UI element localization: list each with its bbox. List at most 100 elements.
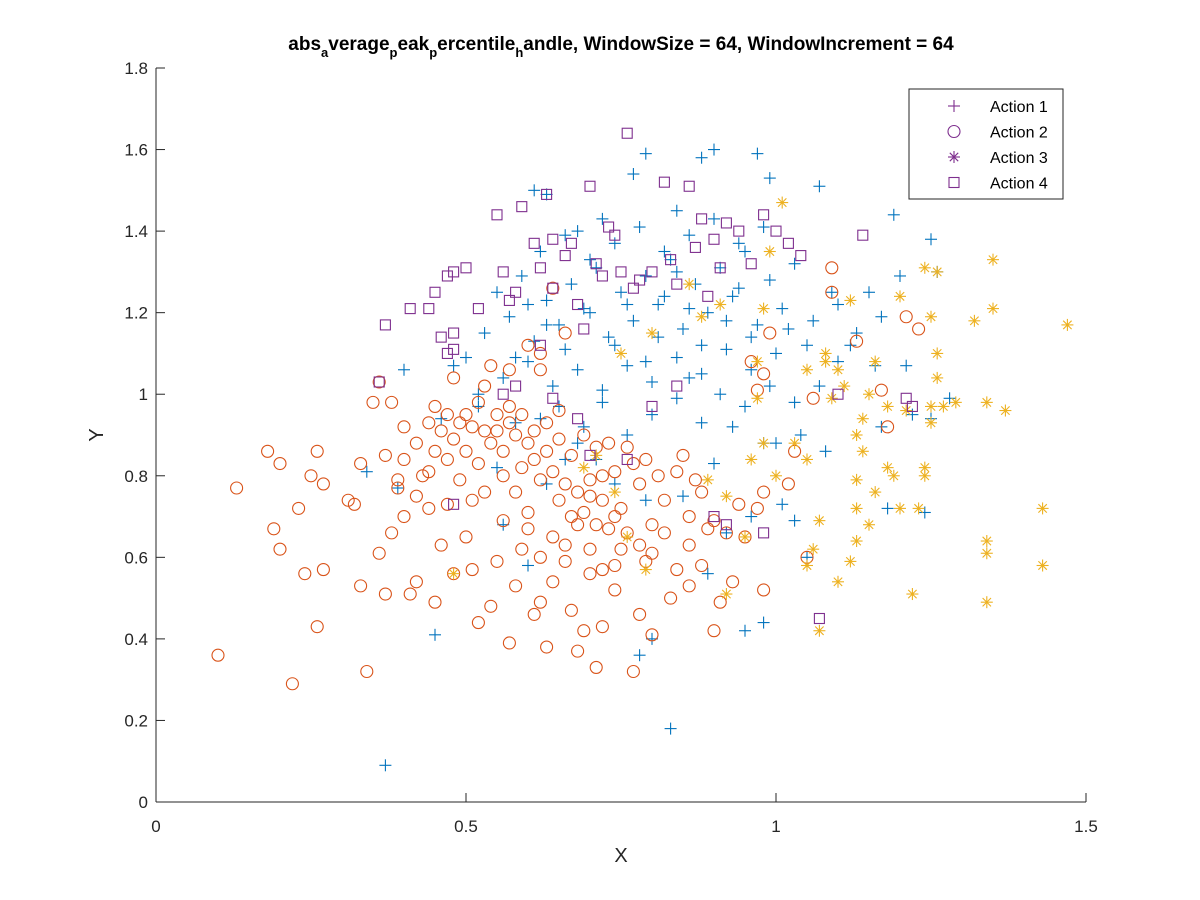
data-point-square: [745, 258, 757, 270]
data-point-circle: [416, 469, 430, 483]
data-point-circle: [465, 563, 479, 577]
data-point-asterisk: [639, 563, 652, 576]
data-point-plus: [540, 188, 553, 201]
data-point-square: [547, 392, 559, 404]
data-point-circle: [515, 461, 529, 475]
data-point-circle: [602, 436, 616, 450]
data-point-plus: [429, 628, 441, 641]
data-point-circle: [682, 538, 696, 552]
data-point-circle: [478, 485, 492, 499]
data-point-circle: [757, 485, 771, 499]
data-point-plus: [633, 221, 646, 234]
data-point-asterisk: [1061, 318, 1074, 331]
data-point-asterisk: [906, 588, 919, 601]
data-point-circle: [533, 595, 547, 609]
data-point-circle: [595, 620, 609, 634]
data-point-square: [472, 303, 484, 315]
data-point-asterisk: [999, 404, 1012, 417]
data-point-asterisk: [832, 363, 844, 376]
data-point-plus: [726, 290, 739, 303]
data-point-square: [590, 258, 602, 270]
data-point-circle: [577, 428, 591, 442]
data-point-circle: [707, 514, 721, 528]
data-point-plus: [571, 437, 584, 450]
data-point-asterisk: [577, 461, 590, 474]
data-point-asterisk: [776, 196, 789, 209]
data-point-asterisk: [739, 530, 751, 543]
data-point-circle: [558, 538, 572, 552]
data-point-asterisk: [751, 355, 764, 368]
data-point-circle: [440, 408, 454, 422]
data-point-asterisk: [825, 392, 838, 405]
data-point-plus: [571, 225, 584, 238]
data-point-circle: [552, 432, 566, 446]
data-point-plus: [801, 339, 813, 352]
data-point-square: [448, 498, 460, 510]
data-point-plus: [584, 306, 596, 319]
data-point-asterisk: [881, 461, 894, 474]
data-point-square: [491, 209, 503, 221]
data-point-circle: [639, 452, 653, 467]
data-point-asterisk: [751, 392, 764, 405]
data-point-plus: [832, 298, 844, 311]
data-point-plus: [491, 286, 503, 299]
data-point-square: [497, 266, 509, 278]
data-point-circle: [682, 579, 696, 593]
data-point-square: [708, 233, 720, 245]
data-point-plus: [627, 168, 640, 181]
data-point-plus: [918, 506, 931, 519]
data-point-asterisk: [813, 514, 826, 527]
data-point-asterisk: [807, 543, 820, 556]
data-point-plus: [739, 245, 751, 258]
data-point-plus: [776, 498, 789, 511]
data-point-asterisk: [608, 486, 621, 499]
data-point-circle: [701, 522, 715, 536]
data-point-asterisk: [931, 371, 944, 384]
data-point-circle: [540, 640, 554, 654]
data-point-square: [572, 413, 584, 425]
data-point-circle: [558, 326, 572, 340]
data-point-square: [435, 331, 447, 343]
data-point-asterisk: [980, 547, 993, 560]
data-point-circle: [261, 444, 275, 458]
data-point-plus: [732, 237, 745, 250]
title-segment: ercentile: [437, 34, 515, 55]
data-point-asterisk: [900, 404, 913, 417]
data-point-plus: [745, 510, 758, 523]
data-point-square: [634, 274, 646, 286]
data-point-plus: [714, 261, 727, 274]
data-point-plus: [751, 318, 764, 331]
data-point-square: [708, 511, 720, 523]
data-point-circle: [490, 424, 504, 438]
data-point-square: [720, 519, 732, 531]
data-point-plus: [522, 559, 534, 572]
data-point-circle: [459, 444, 473, 458]
data-point-circle: [360, 664, 374, 679]
data-point-square: [832, 388, 844, 400]
data-point-square: [646, 400, 658, 413]
data-point-plus: [608, 237, 621, 250]
data-point-asterisk: [925, 400, 937, 413]
y-tick-label: 0.4: [124, 630, 148, 649]
data-point-circle: [540, 444, 554, 458]
title-segment: andle, WindowSize = 64, WindowIncrement …: [523, 34, 954, 55]
data-point-circle: [657, 526, 671, 540]
data-point-circle: [509, 485, 523, 499]
data-point-plus: [701, 567, 714, 580]
data-point-plus: [584, 253, 596, 266]
data-point-circle: [533, 346, 547, 360]
data-point-plus: [695, 339, 708, 352]
data-point-plus: [546, 380, 559, 393]
data-point-circle: [527, 607, 541, 621]
data-point-square: [696, 213, 708, 225]
data-point-circle: [552, 403, 566, 418]
x-axis-label: X: [614, 845, 627, 867]
data-point-circle: [688, 473, 702, 487]
y-tick-label: 0: [139, 793, 148, 812]
data-point-circle: [453, 473, 467, 487]
data-point-square: [584, 449, 596, 461]
data-point-circle: [409, 575, 423, 589]
data-point-square: [758, 209, 770, 221]
data-point-plus: [763, 172, 776, 185]
data-point-square: [671, 380, 683, 392]
